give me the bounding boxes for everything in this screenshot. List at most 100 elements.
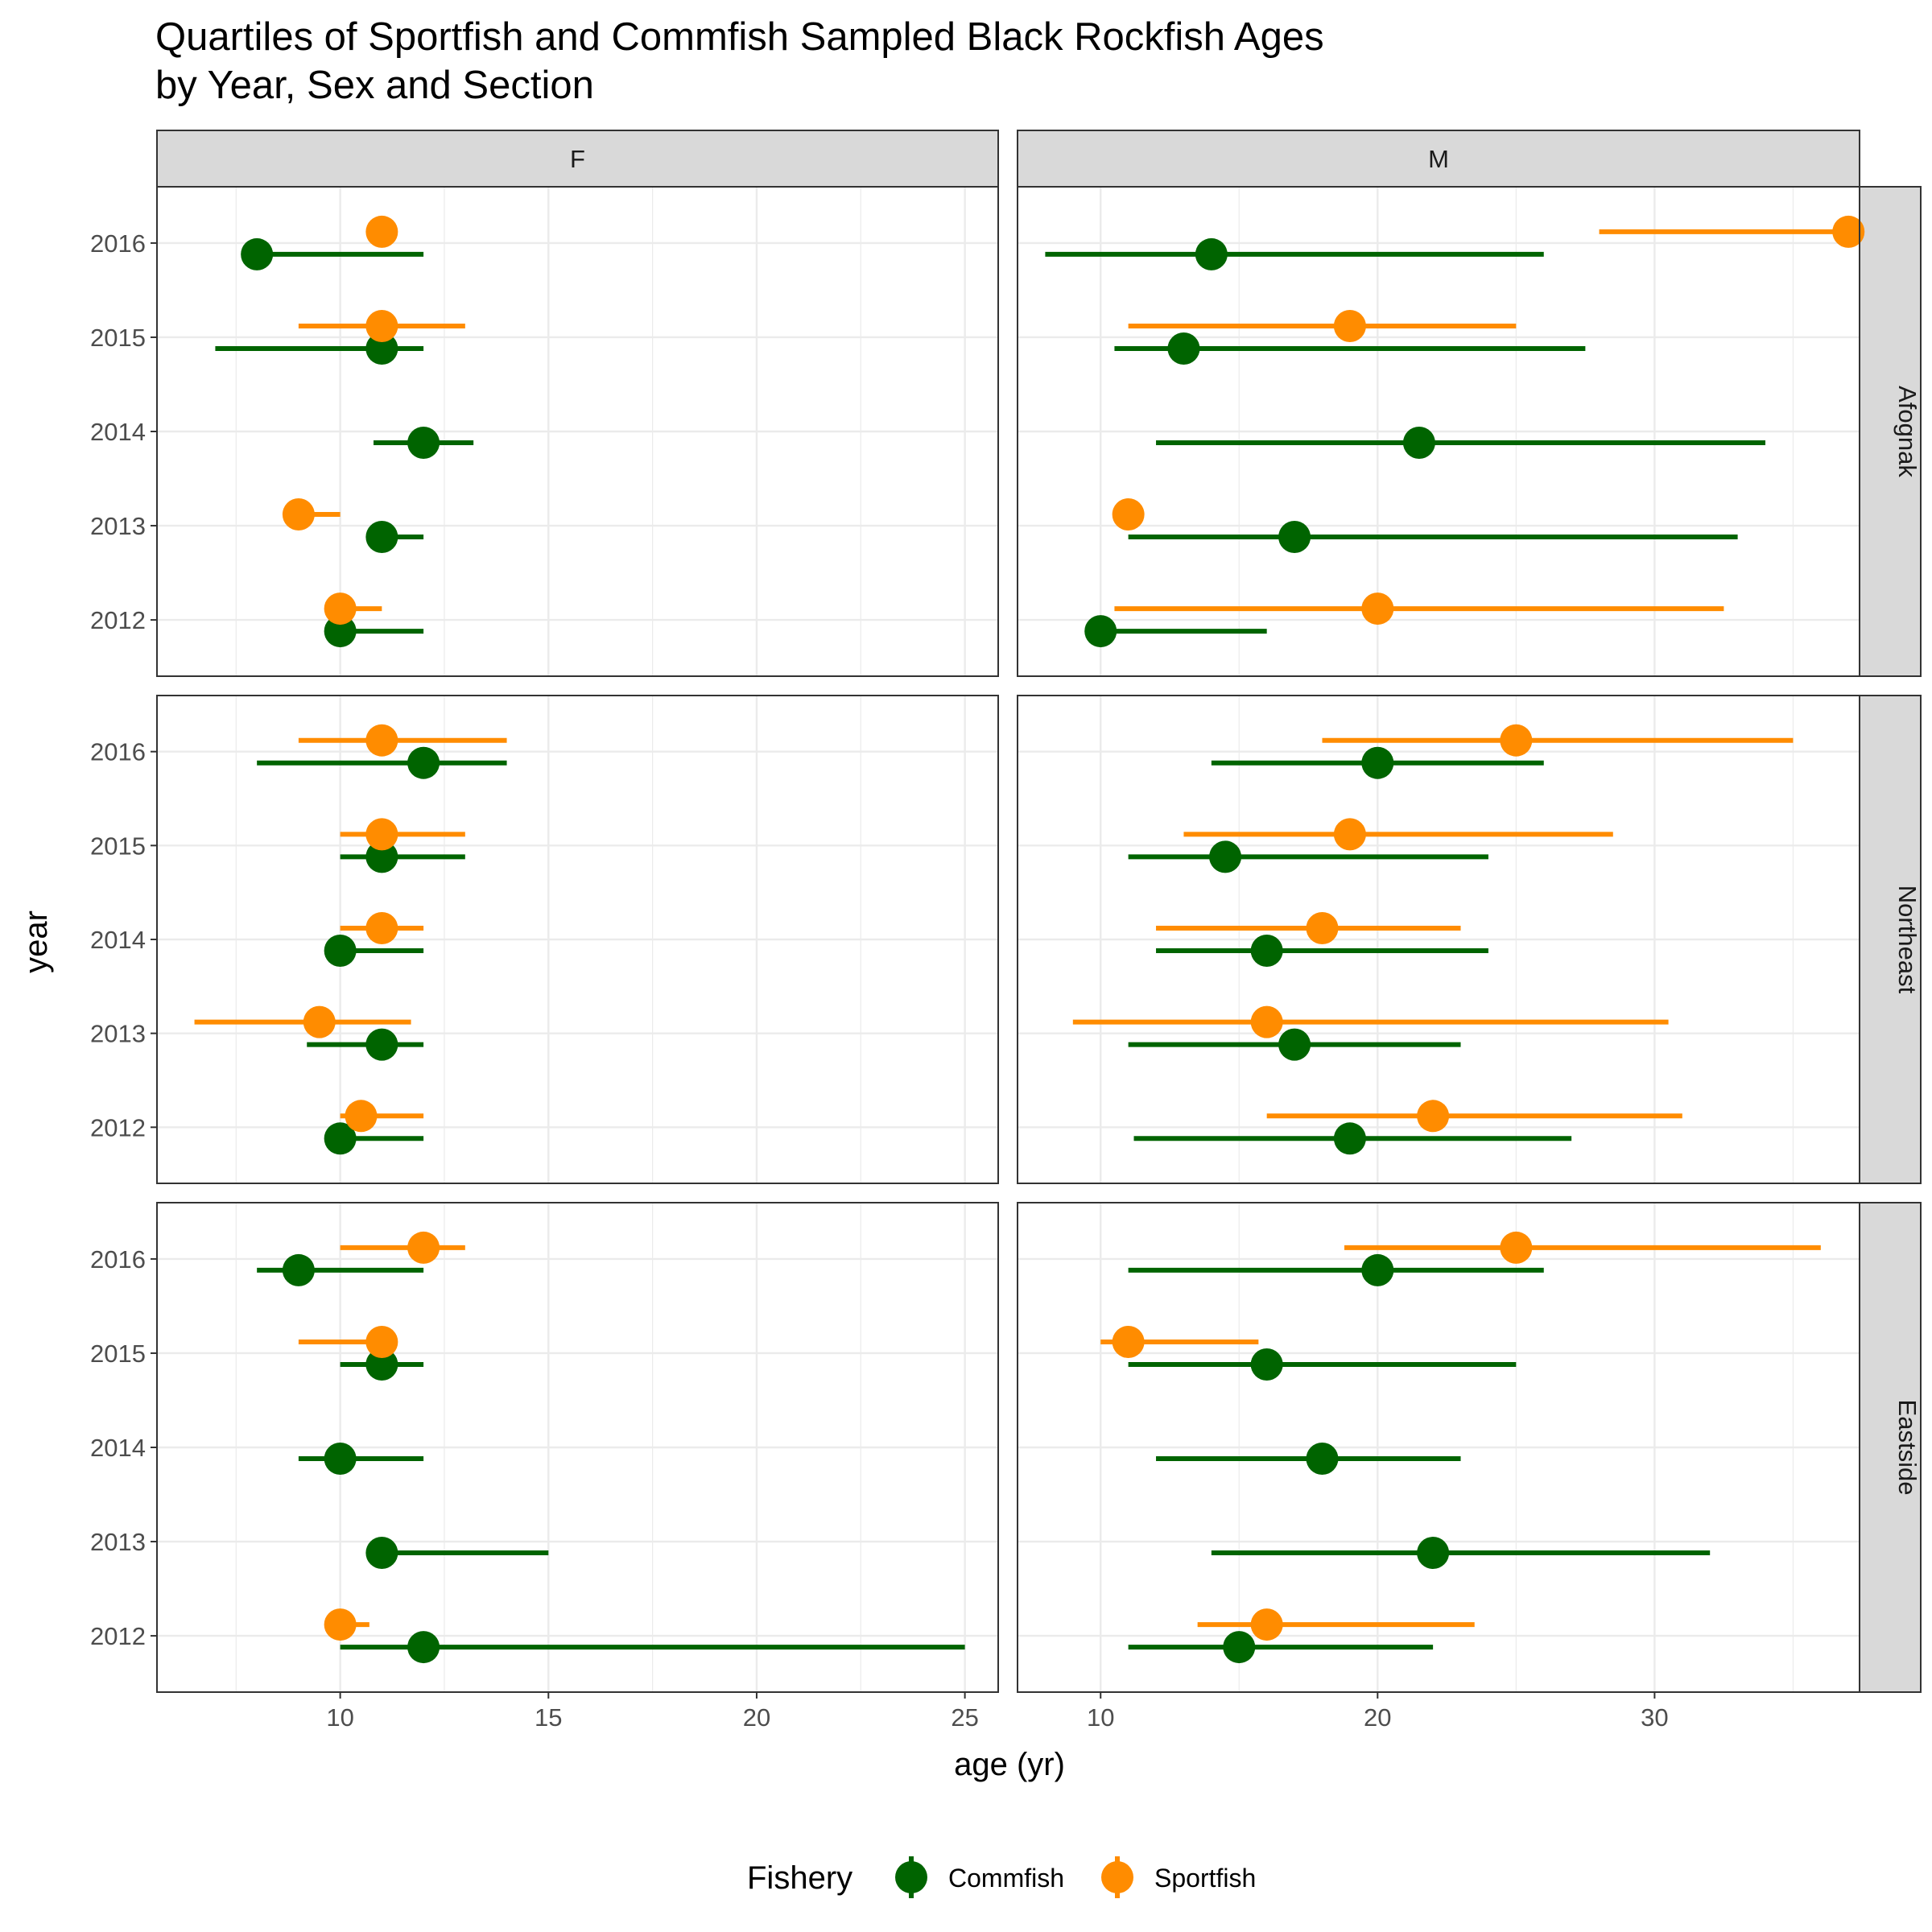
y-tick-label: 2012 — [90, 1622, 146, 1650]
y-tick-label: 2015 — [90, 324, 146, 352]
point-sportfish-northeast-F-2015 — [365, 818, 398, 851]
point-commfish-eastside-M-2014 — [1306, 1443, 1339, 1475]
y-tick-label: 2016 — [90, 229, 146, 258]
legend-key-commfish — [895, 1861, 927, 1893]
x-tick-label-F: 25 — [951, 1703, 978, 1732]
point-sportfish-northeast-M-2016 — [1500, 724, 1533, 757]
y-tick-label: 2014 — [90, 926, 146, 954]
point-commfish-northeast-F-2014 — [324, 935, 357, 967]
y-tick-label: 2012 — [90, 1113, 146, 1141]
point-sportfish-afognak-F-2016 — [365, 215, 398, 248]
strip-label-M: M — [1428, 145, 1449, 173]
y-tick-label: 2012 — [90, 606, 146, 634]
legend: Fishery Commfish Sportfish — [747, 1856, 1256, 1898]
point-commfish-eastside-M-2016 — [1361, 1253, 1394, 1286]
chart-title-line-2: by Year, Sex and Section — [155, 64, 594, 107]
legend-label-sportfish: Sportfish — [1154, 1864, 1256, 1893]
strip-F — [156, 130, 999, 188]
panel-border-northeast-M — [1017, 695, 1860, 1184]
point-sportfish-eastside-M-2012 — [1250, 1608, 1283, 1641]
point-commfish-northeast-F-2013 — [365, 1028, 398, 1061]
point-sportfish-afognak-M-2015 — [1333, 309, 1366, 342]
legend-title: Fishery — [747, 1860, 852, 1896]
x-tick-label-M: 20 — [1364, 1703, 1391, 1732]
point-commfish-afognak-M-2016 — [1195, 237, 1228, 270]
y-tick-label: 2013 — [90, 512, 146, 540]
point-commfish-northeast-M-2014 — [1250, 935, 1283, 967]
point-commfish-northeast-M-2015 — [1209, 840, 1242, 873]
point-sportfish-afognak-F-2013 — [282, 498, 315, 531]
point-commfish-northeast-M-2012 — [1333, 1122, 1366, 1155]
point-sportfish-eastside-F-2015 — [365, 1325, 398, 1358]
strip-afognak — [1859, 186, 1922, 677]
y-axis-title: year — [19, 910, 54, 973]
point-commfish-afognak-F-2014 — [407, 427, 440, 459]
point-sportfish-northeast-M-2013 — [1250, 1005, 1283, 1038]
x-tick-label-F: 20 — [743, 1703, 770, 1732]
point-commfish-eastside-M-2012 — [1223, 1631, 1256, 1664]
point-sportfish-afognak-F-2015 — [365, 309, 398, 342]
point-commfish-eastside-F-2013 — [365, 1537, 398, 1570]
point-sportfish-afognak-M-2012 — [1361, 592, 1394, 625]
point-commfish-eastside-F-2014 — [324, 1443, 357, 1475]
point-sportfish-northeast-M-2014 — [1306, 912, 1339, 944]
point-commfish-northeast-M-2013 — [1278, 1028, 1311, 1061]
point-commfish-afognak-F-2015 — [365, 332, 398, 365]
point-sportfish-northeast-M-2012 — [1417, 1100, 1450, 1133]
point-commfish-northeast-F-2012 — [324, 1122, 357, 1155]
point-commfish-eastside-M-2015 — [1250, 1348, 1283, 1381]
point-commfish-afognak-M-2015 — [1167, 332, 1200, 365]
point-sportfish-northeast-F-2016 — [365, 724, 398, 757]
series-commfish — [215, 237, 1766, 1664]
strip-M — [1017, 130, 1860, 188]
strip-eastside — [1859, 1202, 1922, 1693]
point-commfish-eastside-F-2015 — [365, 1348, 398, 1381]
strip-label-F: F — [570, 145, 585, 173]
point-sportfish-afognak-M-2013 — [1112, 498, 1145, 531]
strip-label-eastside: Eastside — [1893, 1400, 1922, 1496]
x-tick-label-M: 10 — [1087, 1703, 1114, 1732]
y-tick-label: 2014 — [90, 418, 146, 446]
y-tick-label: 2015 — [90, 832, 146, 860]
point-commfish-afognak-F-2016 — [241, 237, 274, 270]
point-sportfish-eastside-F-2016 — [407, 1231, 440, 1264]
point-commfish-eastside-M-2013 — [1417, 1537, 1450, 1570]
point-commfish-eastside-F-2012 — [407, 1631, 440, 1664]
strip-label-northeast: Northeast — [1893, 886, 1922, 994]
y-tick-label: 2014 — [90, 1434, 146, 1462]
point-commfish-northeast-F-2015 — [365, 840, 398, 873]
point-commfish-northeast-F-2016 — [407, 746, 440, 779]
x-tick-label-F: 15 — [535, 1703, 562, 1732]
point-commfish-eastside-F-2016 — [282, 1253, 315, 1286]
point-sportfish-northeast-M-2015 — [1333, 818, 1366, 851]
point-sportfish-eastside-M-2016 — [1500, 1231, 1533, 1264]
point-commfish-afognak-M-2012 — [1084, 615, 1117, 648]
point-sportfish-northeast-F-2014 — [365, 912, 398, 944]
point-commfish-afognak-M-2013 — [1278, 521, 1311, 554]
y-tick-label: 2013 — [90, 1020, 146, 1048]
y-tick-label: 2013 — [90, 1528, 146, 1556]
chart-title-line-1: Quartiles of Sportfish and Commfish Samp… — [155, 15, 1324, 59]
strip-label-afognak: Afognak — [1893, 386, 1922, 477]
panels-group: F M Afognak Northeast Eastside 2012 2013 2014 20… — [90, 130, 1922, 1732]
y-tick-label: 2015 — [90, 1340, 146, 1368]
point-commfish-northeast-M-2016 — [1361, 746, 1394, 779]
point-sportfish-eastside-F-2012 — [324, 1608, 357, 1641]
point-sportfish-eastside-M-2015 — [1112, 1325, 1145, 1358]
series-sportfish — [194, 215, 1865, 1641]
point-sportfish-afognak-M-2016 — [1832, 215, 1865, 248]
legend-key-sportfish — [1101, 1861, 1133, 1893]
point-commfish-afognak-F-2012 — [324, 615, 357, 648]
strip-northeast — [1859, 695, 1922, 1184]
legend-label-commfish: Commfish — [948, 1864, 1064, 1893]
panel-border-afognak-M — [1017, 186, 1860, 677]
point-sportfish-afognak-F-2012 — [324, 592, 357, 625]
point-commfish-afognak-F-2013 — [365, 521, 398, 554]
x-axis-title: age (yr) — [954, 1747, 1065, 1782]
panel-border-eastside-M — [1017, 1202, 1860, 1693]
point-sportfish-northeast-F-2013 — [303, 1005, 336, 1038]
x-tick-label-F: 10 — [326, 1703, 353, 1732]
point-commfish-afognak-M-2014 — [1402, 427, 1435, 459]
y-tick-label: 2016 — [90, 1245, 146, 1274]
